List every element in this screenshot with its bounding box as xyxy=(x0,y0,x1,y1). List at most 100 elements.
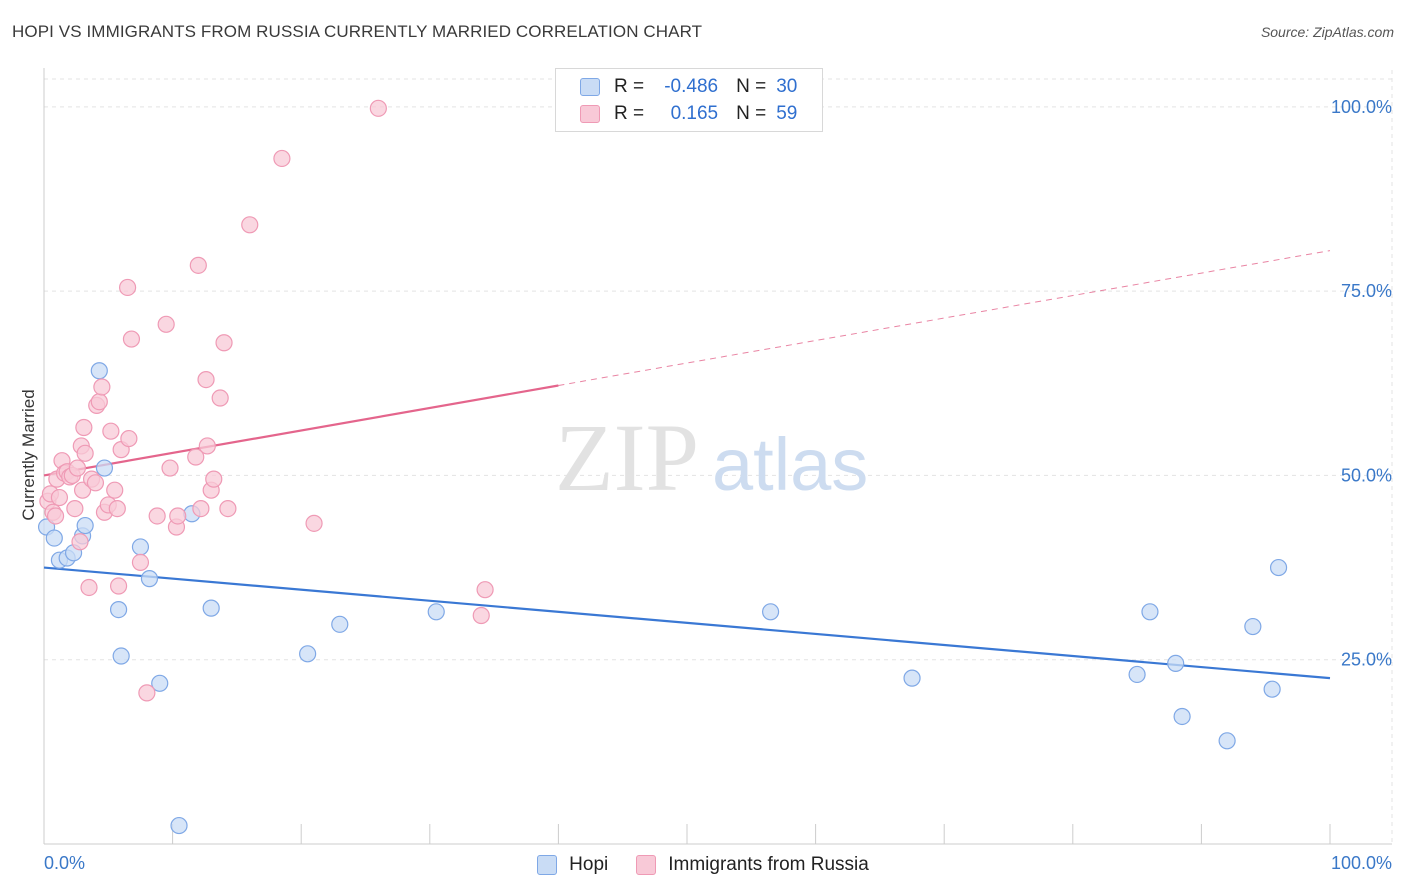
russia-point xyxy=(219,500,237,518)
hopi-point xyxy=(131,538,150,556)
russia-point xyxy=(66,500,84,518)
russia-point xyxy=(211,389,229,407)
hopi-point xyxy=(151,674,169,692)
russia-trend-extension xyxy=(558,250,1331,386)
tick-labels: 25.0% 50.0% 75.0% 100.0% 0.0% 100.0% xyxy=(44,97,1392,873)
russia-point xyxy=(73,481,92,499)
russia-point xyxy=(76,444,94,462)
russia-point xyxy=(46,507,65,525)
y-tick-label: 75.0% xyxy=(1341,281,1392,301)
russia-point xyxy=(187,448,205,466)
axes xyxy=(43,68,1392,845)
hopi-trend-line xyxy=(43,566,1331,680)
hopi-point xyxy=(202,599,220,617)
russia-point xyxy=(93,378,111,396)
grid-lines xyxy=(44,70,1393,844)
russia-point xyxy=(192,500,210,518)
hopi-point xyxy=(903,669,921,687)
hopi-point xyxy=(427,603,445,621)
legend-r-value-hopi: -0.486 xyxy=(664,76,719,97)
hopi-point xyxy=(170,816,188,835)
hopi-point xyxy=(1218,732,1236,750)
russia-point xyxy=(122,330,141,348)
legend-r-label: R = xyxy=(614,76,645,97)
chart-title: HOPI VS IMMIGRANTS FROM RUSSIA CURRENTLY… xyxy=(12,22,703,41)
legend-swatch-hopi xyxy=(580,78,600,96)
russia-point xyxy=(90,393,108,411)
russia-point xyxy=(120,429,138,448)
russia-point xyxy=(197,371,215,389)
data-points xyxy=(37,99,1288,835)
russia-point xyxy=(148,507,166,525)
source-label: Source: ZipAtlas.com xyxy=(1260,24,1394,40)
russia-point xyxy=(161,459,179,477)
russia-point xyxy=(157,315,175,333)
hopi-point xyxy=(45,529,63,547)
hopi-point xyxy=(1141,603,1159,621)
russia-point xyxy=(305,514,323,532)
russia-point xyxy=(50,488,69,507)
russia-point xyxy=(71,533,89,551)
russia-point xyxy=(215,334,233,352)
y-tick-label: 50.0% xyxy=(1341,465,1392,485)
legend-item-hopi[interactable]: Hopi xyxy=(537,854,608,876)
legend-swatch-hopi xyxy=(537,855,558,875)
hopi-point xyxy=(1173,707,1191,726)
russia-point xyxy=(472,606,490,625)
x-tick-label: 100.0% xyxy=(1331,853,1392,873)
watermark-atlas: atlas xyxy=(712,423,868,506)
russia-point xyxy=(68,459,87,477)
hopi-point xyxy=(299,645,317,663)
russia-point xyxy=(108,500,126,518)
hopi-point xyxy=(90,362,108,380)
russia-point xyxy=(118,278,137,297)
watermark: ZIP atlas xyxy=(555,404,868,511)
russia-point xyxy=(273,149,291,168)
legend-n-label: N = xyxy=(736,76,767,97)
legend-n-value-russia: 59 xyxy=(776,103,798,124)
series-legend: Hopi Immigrants from Russia xyxy=(0,852,1406,878)
hopi-point xyxy=(761,603,780,621)
russia-point xyxy=(241,216,259,234)
legend-r-label: R = xyxy=(614,103,645,124)
legend-row-russia: R = 0.165 N = 59 xyxy=(556,101,797,127)
legend-row-hopi: R = -0.486 N = 30 xyxy=(556,74,797,100)
russia-point xyxy=(169,507,187,525)
hopi-point xyxy=(1128,665,1146,684)
hopi-point xyxy=(109,600,128,619)
russia-point xyxy=(80,578,98,597)
watermark-zip: ZIP xyxy=(555,404,699,511)
hopi-point xyxy=(1263,680,1281,698)
russia-point xyxy=(75,418,93,437)
russia-point xyxy=(205,470,223,488)
russia-point xyxy=(102,422,120,440)
legend-n-value-hopi: 30 xyxy=(776,76,798,97)
legend-label-russia: Immigrants from Russia xyxy=(668,854,869,875)
y-tick-label: 100.0% xyxy=(1331,97,1392,117)
hopi-point xyxy=(1269,558,1288,577)
hopi-point xyxy=(331,615,349,633)
y-tick-label: 25.0% xyxy=(1341,650,1392,670)
legend-n-label: N = xyxy=(736,103,767,124)
correlation-legend: R = -0.486 N = 30 R = 0.165 N = 59 xyxy=(555,68,823,132)
y-axis-label: Currently Married xyxy=(19,389,38,520)
legend-label-hopi: Hopi xyxy=(569,854,609,875)
russia-point xyxy=(189,256,207,274)
hopi-point xyxy=(95,459,114,477)
legend-r-value-russia: 0.165 xyxy=(670,103,719,124)
russia-point xyxy=(106,481,124,499)
russia-trend-line xyxy=(43,384,559,477)
hopi-point xyxy=(112,647,130,665)
hopi-point xyxy=(76,516,94,535)
hopi-point xyxy=(1244,617,1262,636)
hopi-point xyxy=(1167,654,1185,673)
russia-point xyxy=(138,684,156,702)
legend-item-russia[interactable]: Immigrants from Russia xyxy=(636,854,869,876)
russia-point xyxy=(86,474,105,492)
russia-point xyxy=(369,99,387,117)
russia-point xyxy=(198,437,216,455)
hopi-point xyxy=(140,570,159,588)
trend-lines xyxy=(43,250,1331,680)
x-tick-label: 0.0% xyxy=(44,853,85,873)
russia-point xyxy=(109,577,128,595)
